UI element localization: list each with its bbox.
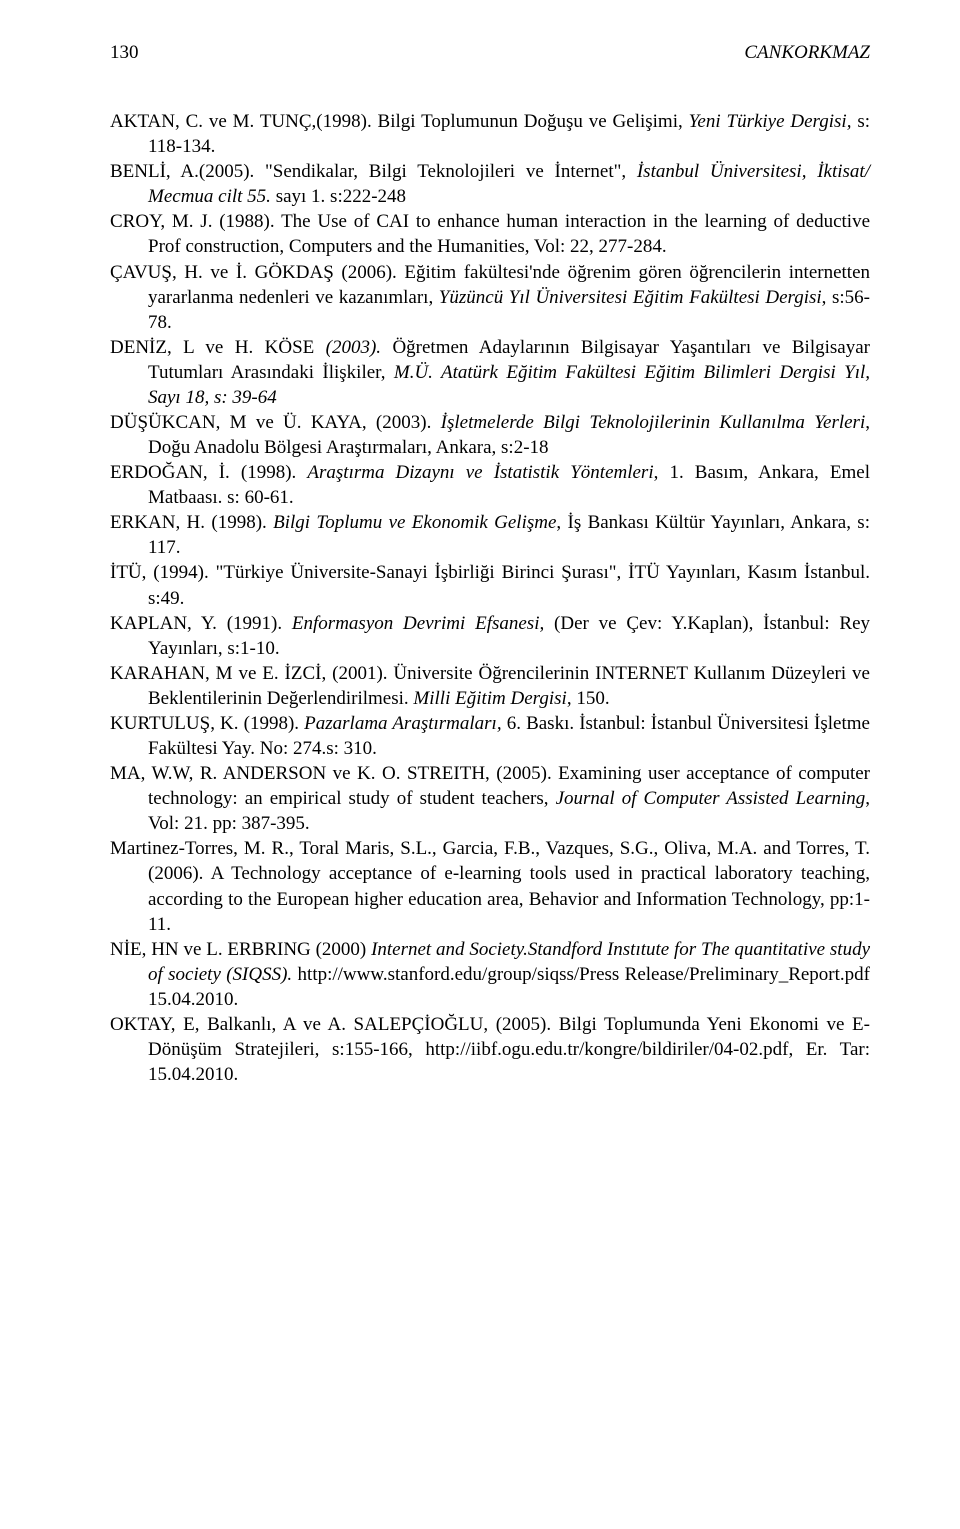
reference-item: MA, W.W, R. ANDERSON ve K. O. STREITH, (… bbox=[110, 761, 870, 836]
page-header: 130 CANKORKMAZ bbox=[110, 40, 870, 65]
reference-item: İTÜ, (1994). "Türkiye Üniversite-Sanayi … bbox=[110, 560, 870, 610]
ref-link: //www.stanford.edu/group/siqss/Press bbox=[332, 964, 619, 985]
reference-item: DÜŞÜKCAN, M ve Ü. KAYA, (2003). İşletmel… bbox=[110, 410, 870, 460]
ref-text: DÜŞÜKCAN, M ve Ü. KAYA, (2003). bbox=[110, 412, 441, 433]
ref-text: BENLİ, A.(2005). "Sendikalar, Bilgi Tekn… bbox=[110, 161, 637, 182]
reference-item: NİE, HN ve L. ERBRING (2000) Internet an… bbox=[110, 937, 870, 1012]
ref-text: NİE, HN ve L. ERBRING (2000) bbox=[110, 939, 371, 960]
ref-text: http: bbox=[292, 964, 332, 985]
ref-text: KAPLAN, Y. (1991). bbox=[110, 613, 292, 634]
ref-text: ERDOĞAN, İ. (1998). bbox=[110, 462, 307, 483]
ref-text: , 150. bbox=[567, 688, 610, 709]
reference-item: KAPLAN, Y. (1991). Enformasyon Devrimi E… bbox=[110, 611, 870, 661]
reference-item: CROY, M. J. (1988). The Use of CAI to en… bbox=[110, 209, 870, 259]
ref-text: sayı 1. s:222-248 bbox=[271, 186, 406, 207]
running-author: CANKORKMAZ bbox=[744, 40, 870, 65]
ref-italic: İşletmelerde Bilgi Teknolojilerinin Kull… bbox=[441, 412, 866, 433]
reference-item: ERDOĞAN, İ. (1998). Araştırma Dizaynı ve… bbox=[110, 460, 870, 510]
reference-item: BENLİ, A.(2005). "Sendikalar, Bilgi Tekn… bbox=[110, 159, 870, 209]
reference-item: AKTAN, C. ve M. TUNÇ,(1998). Bilgi Toplu… bbox=[110, 109, 870, 159]
ref-text: KURTULUŞ, K. (1998). bbox=[110, 713, 304, 734]
ref-text: CROY, M. J. (1988). The Use of CAI to en… bbox=[110, 211, 870, 257]
ref-italic: (2003). bbox=[326, 337, 381, 358]
page-number: 130 bbox=[110, 40, 139, 65]
ref-italic: Milli Eğitim Dergisi bbox=[413, 688, 566, 709]
ref-text: AKTAN, C. ve M. TUNÇ,(1998). Bilgi Toplu… bbox=[110, 111, 689, 132]
reference-item: KURTULUŞ, K. (1998). Pazarlama Araştırma… bbox=[110, 711, 870, 761]
reference-item: ÇAVUŞ, H. ve İ. GÖKDAŞ (2006). Eğitim fa… bbox=[110, 260, 870, 335]
ref-italic: Araştırma Dizaynı ve İstatistik Yöntemle… bbox=[307, 462, 653, 483]
ref-text: ERKAN, H. (1998). bbox=[110, 512, 273, 533]
reference-item: Martinez-Torres, M. R., Toral Maris, S.L… bbox=[110, 836, 870, 936]
ref-italic: Journal of Computer Assisted Learning bbox=[556, 788, 866, 809]
reference-item: DENİZ, L ve H. KÖSE (2003). Öğretmen Ada… bbox=[110, 335, 870, 410]
ref-italic: Enformasyon Devrimi Efsanesi, bbox=[292, 613, 544, 634]
ref-text: DENİZ, L ve H. KÖSE bbox=[110, 337, 326, 358]
ref-text: İTÜ, (1994). "Türkiye Üniversite-Sanayi … bbox=[110, 562, 870, 608]
ref-italic: Pazarlama Araştırmaları, bbox=[304, 713, 501, 734]
reference-item: OKTAY, E, Balkanlı, A ve A. SALEPÇİOĞLU,… bbox=[110, 1012, 870, 1087]
ref-italic: Bilgi Toplumu ve Ekonomik Gelişme bbox=[273, 512, 556, 533]
reference-item: ERKAN, H. (1998). Bilgi Toplumu ve Ekono… bbox=[110, 510, 870, 560]
ref-italic: Yeni Türkiye Dergisi, bbox=[689, 111, 852, 132]
ref-italic: Yüzüncü Yıl Üniversitesi Eğitim Fakültes… bbox=[439, 287, 822, 308]
ref-link: http://iibf.ogu.edu.tr/kongre/bildiriler… bbox=[425, 1039, 788, 1060]
reference-item: KARAHAN, M ve E. İZCİ, (2001). Üniversit… bbox=[110, 661, 870, 711]
ref-text: Martinez-Torres, M. R., Toral Maris, S.L… bbox=[110, 838, 870, 934]
